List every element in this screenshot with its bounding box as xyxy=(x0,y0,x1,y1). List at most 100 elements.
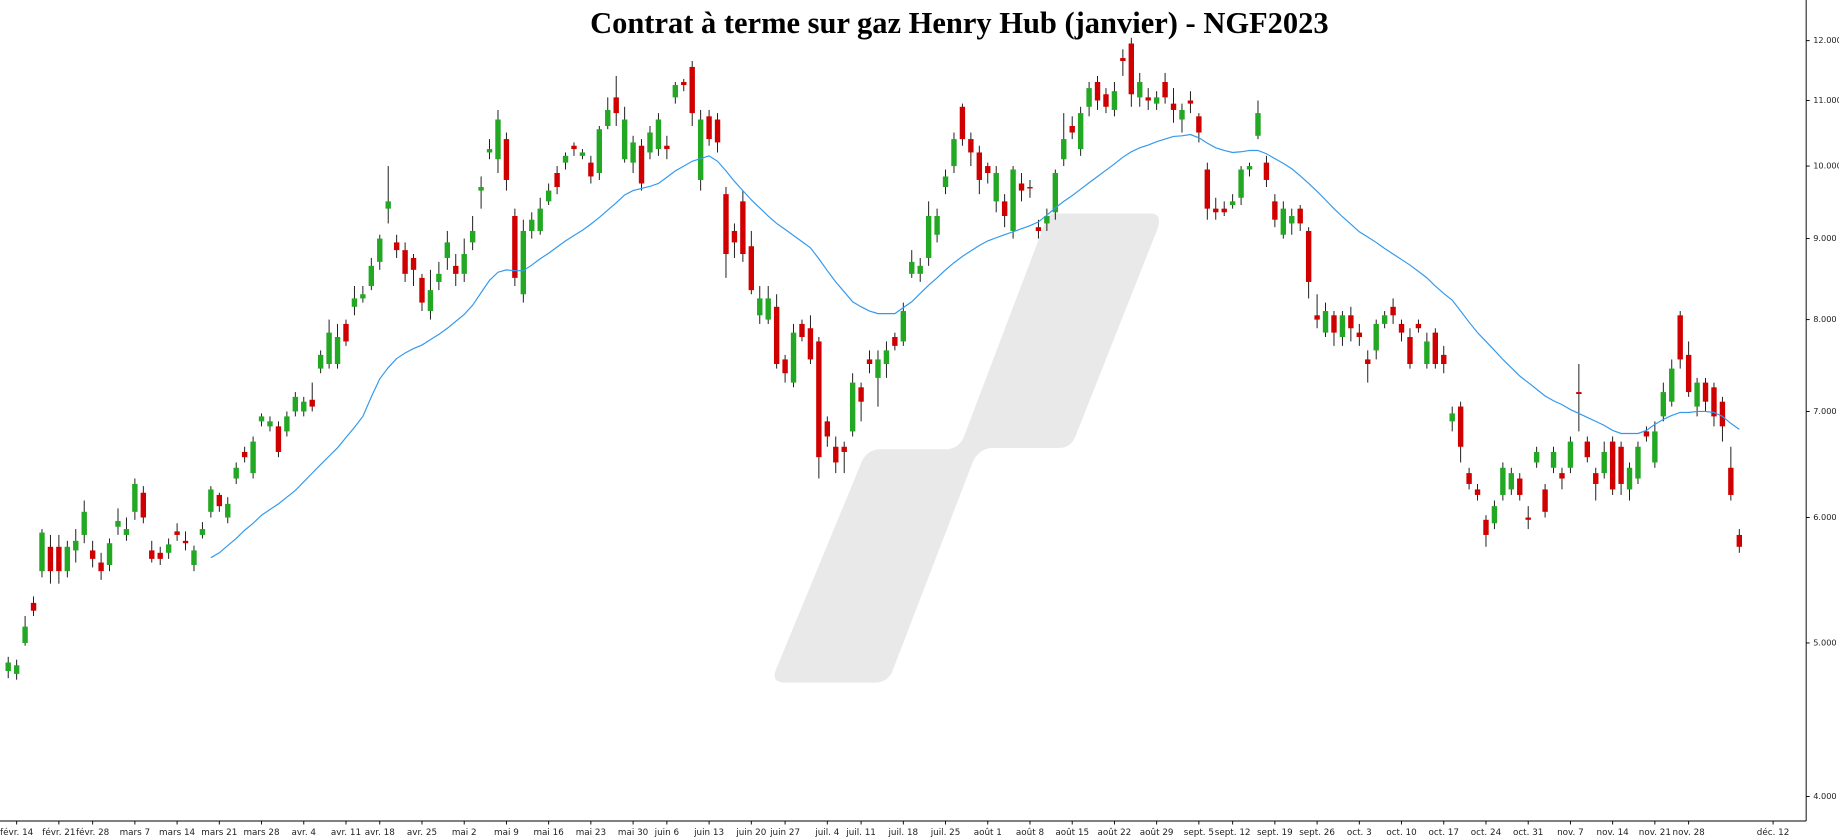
y-tick-label: 7.000 xyxy=(1813,406,1836,416)
candle-body xyxy=(453,265,459,274)
candle-body xyxy=(900,311,907,342)
candle-body xyxy=(1213,208,1219,213)
candle-body xyxy=(959,106,966,140)
candle-body xyxy=(469,230,476,243)
candle-body xyxy=(486,149,493,153)
x-tick-label: mai 2 xyxy=(452,828,477,838)
candle-body xyxy=(1322,311,1329,333)
candle-body xyxy=(360,294,366,299)
candle-body xyxy=(1576,392,1582,394)
candle-body xyxy=(849,382,856,432)
candle-body xyxy=(208,489,214,512)
candle-body xyxy=(537,208,543,231)
candle-body xyxy=(73,540,79,551)
x-tick-label: mai 16 xyxy=(533,828,564,838)
candle-body xyxy=(1162,81,1168,98)
candle-body xyxy=(968,139,974,153)
candle-body xyxy=(115,520,121,527)
candle-body xyxy=(1111,91,1118,110)
x-tick-label: oct. 3 xyxy=(1347,828,1372,838)
candle-body xyxy=(1170,103,1177,110)
chart-title: Contrat à terme sur gaz Henry Hub (janvi… xyxy=(590,6,1329,40)
candle-body xyxy=(1407,337,1413,364)
candle-body xyxy=(427,290,434,312)
candle-body xyxy=(1356,332,1363,338)
candle-body xyxy=(1103,94,1109,107)
candle-body xyxy=(1086,88,1092,107)
candle-body xyxy=(233,467,239,479)
candle-body xyxy=(1669,368,1675,402)
candle-body xyxy=(588,162,594,177)
candle-body xyxy=(377,238,383,262)
x-tick-label: août 1 xyxy=(974,828,1002,838)
candle-body xyxy=(1660,392,1667,417)
candle-body xyxy=(503,139,510,180)
candle-body xyxy=(1221,208,1227,213)
candle-body xyxy=(1272,201,1278,220)
x-tick-label: mai 23 xyxy=(576,828,606,838)
candle-body xyxy=(1061,139,1067,160)
candle-body xyxy=(1035,227,1042,231)
candle-body xyxy=(875,359,881,378)
x-tick-label: sept. 5 xyxy=(1184,828,1214,838)
candle-body xyxy=(301,401,307,412)
candle-body xyxy=(368,265,375,287)
candle-body xyxy=(866,359,873,364)
candle-body xyxy=(1643,431,1650,437)
x-tick-label: oct. 24 xyxy=(1471,828,1502,838)
x-tick-label: nov. 28 xyxy=(1673,828,1705,838)
x-tick-label: août 22 xyxy=(1098,828,1132,838)
moving-average-line xyxy=(210,133,1740,559)
x-tick-label: août 15 xyxy=(1055,828,1089,838)
candle-body xyxy=(199,529,206,535)
candle-body xyxy=(925,216,932,258)
candle-body xyxy=(174,531,180,535)
candle-body xyxy=(1533,451,1540,463)
candle-body xyxy=(942,176,949,188)
candle-body xyxy=(1179,109,1185,120)
candle-body xyxy=(1584,441,1591,458)
candle-body xyxy=(250,441,256,474)
x-tick-label: oct. 17 xyxy=(1429,828,1459,838)
candle-body xyxy=(385,201,391,209)
candle-body xyxy=(740,201,746,255)
x-tick-label: mars 7 xyxy=(120,828,151,838)
x-tick-label: juin 13 xyxy=(693,828,724,838)
x-tick-label: oct. 10 xyxy=(1386,828,1416,838)
y-tick-label: 8.000 xyxy=(1813,314,1836,324)
candle-body xyxy=(1466,473,1472,484)
candle-body xyxy=(571,145,577,150)
candle-body xyxy=(1567,441,1574,468)
x-tick-label: août 8 xyxy=(1016,828,1044,838)
candle-body xyxy=(1618,446,1624,484)
candle-body xyxy=(132,483,138,512)
candle-body xyxy=(1508,473,1515,490)
candle-body xyxy=(81,511,87,535)
candle-body xyxy=(106,543,113,565)
candle-body xyxy=(1635,446,1641,479)
candle-body xyxy=(258,416,265,422)
candle-body xyxy=(621,119,628,160)
candle-body xyxy=(1010,169,1016,231)
candle-body xyxy=(1711,387,1717,417)
candle-body xyxy=(1044,216,1050,224)
candle-body xyxy=(284,416,290,432)
x-tick-label: avr. 11 xyxy=(331,828,361,838)
candle-body xyxy=(672,85,679,98)
candle-body xyxy=(98,562,104,572)
candle-body xyxy=(1137,81,1143,98)
candle-body xyxy=(461,254,467,274)
candle-body xyxy=(748,246,755,291)
candle-body xyxy=(909,261,915,274)
candle-body xyxy=(182,540,189,544)
y-tick-label: 12.000 xyxy=(1813,35,1839,45)
candle-body xyxy=(64,546,71,572)
x-tick-label: juin 20 xyxy=(735,828,766,838)
candle-body xyxy=(816,341,822,458)
candle-body xyxy=(292,396,299,412)
candle-body xyxy=(1415,323,1422,329)
candle-body xyxy=(697,119,704,180)
candle-body xyxy=(630,142,636,163)
candle-body xyxy=(1069,125,1075,133)
candle-body xyxy=(596,129,603,173)
